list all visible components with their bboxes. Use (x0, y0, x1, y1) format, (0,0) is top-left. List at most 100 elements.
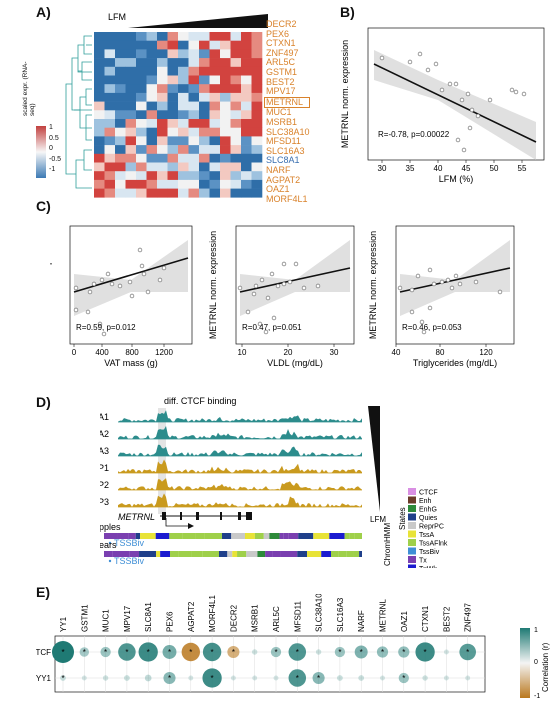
heatmap-cell (125, 171, 137, 181)
heatmap-cell (188, 58, 200, 68)
binding-highlight (158, 408, 166, 514)
confidence-band (400, 240, 510, 316)
tss-label: TSSBiv (114, 538, 145, 548)
heatmap-cell (104, 171, 116, 181)
gene-label-metrnl: METRNL (118, 512, 155, 522)
heatmap-cell (136, 162, 147, 172)
correlation-dot (202, 642, 222, 662)
data-point (419, 319, 425, 325)
correlation-dot (81, 675, 87, 681)
heatmap-cell (178, 119, 189, 128)
gene-column-label: MSRB1 (251, 604, 260, 632)
significance-star: * (168, 648, 171, 657)
heatmap-cell (199, 110, 210, 120)
heatmap-cell (136, 145, 147, 155)
heatmap-cell (220, 127, 231, 137)
heatmap-cell (241, 66, 252, 76)
chromhmm-segment (231, 533, 245, 539)
heatmap-cell (146, 40, 158, 50)
data-point (157, 277, 163, 283)
heatmap-cell (199, 179, 210, 189)
heatmap-cell (220, 58, 231, 68)
scatter-plot-c-vldl: 10 20 30 VLDL (mg/dL) METRNL norm. expressio… (208, 225, 355, 368)
heatmap-cell (188, 49, 200, 59)
heatmap-cell (94, 153, 105, 163)
heatmap-cell (220, 92, 231, 102)
gene-column-label: OAZ1 (400, 611, 409, 632)
panel-label-d: D) (36, 394, 51, 410)
chromhmm-segment (135, 533, 141, 539)
heatmap-cell (188, 32, 200, 41)
chromhmm-segment (170, 551, 179, 557)
data-point (85, 309, 91, 315)
state-label: TssBiv (419, 549, 440, 556)
tss-dot (108, 541, 112, 545)
correlation-dot (443, 675, 449, 681)
x-tick-label: 10 (238, 348, 247, 357)
heatmap-cell (188, 179, 200, 189)
diff-ctcf-title: diff. CTCF binding (164, 396, 236, 406)
chromhmm-segment (155, 533, 170, 539)
gene-label: MUC1 (266, 107, 292, 118)
heatmap-cell (241, 179, 252, 189)
heatmap-cell (230, 162, 242, 172)
heatmap-cell (230, 171, 242, 181)
x-axis-label: VAT mass (g) (104, 358, 158, 368)
heatmap-cell (94, 84, 105, 94)
heatmap-cell (220, 188, 231, 198)
heatmap-cell (220, 75, 231, 85)
data-point (473, 279, 479, 285)
heatmap-cell (199, 58, 210, 68)
heatmap-cell (146, 49, 158, 59)
heatmap-cell (94, 49, 105, 59)
heatmap-cell (94, 66, 105, 76)
data-point (275, 283, 281, 289)
heatmap-cell (157, 153, 168, 163)
heatmap-cell (104, 145, 116, 155)
data-point (513, 89, 519, 95)
heatmap-cell (157, 110, 168, 120)
correlation-dot (459, 643, 477, 661)
correlation-dot (102, 675, 109, 681)
data-point (397, 285, 403, 291)
panel-label-b: B) (340, 4, 355, 20)
heatmap-cell (157, 136, 168, 146)
heatmap-cell (104, 66, 116, 76)
heatmap-cell (241, 84, 252, 94)
correlation-dot (162, 645, 177, 659)
heatmap-cell (241, 171, 252, 181)
panel-a-heatmap: LFM (65, 12, 268, 198)
heatmap-cell (157, 162, 168, 172)
significance-star: * (381, 648, 384, 657)
x-axis-label: VLDL (mg/dL) (267, 358, 323, 368)
heatmap-cell (146, 101, 158, 111)
heatmap-cell (220, 66, 231, 76)
state-label: TssAFlnk (419, 541, 448, 548)
stat-label: R=0.59, p=0.012 (76, 323, 136, 332)
state-swatch (408, 564, 416, 568)
data-point (315, 283, 321, 289)
heatmap-cell (230, 84, 242, 94)
significance-star: * (211, 648, 214, 657)
correlation-dot (358, 675, 365, 681)
heatmap-cell (230, 75, 242, 85)
heatmap-cell (178, 49, 189, 59)
chromhmm-segment (227, 551, 233, 557)
heatmap-cell (115, 66, 126, 76)
heatmap-cell (125, 58, 137, 68)
heatmap-cell (209, 127, 221, 137)
heatmap-cell (94, 32, 105, 41)
state-label: Enh (419, 498, 432, 505)
significance-star: * (211, 674, 214, 683)
data-point (447, 81, 453, 87)
state-label: ReprPC (419, 524, 444, 531)
chromhmm-segment (104, 533, 118, 539)
heatmap-cell (94, 162, 105, 172)
chromhmm-segment (140, 533, 156, 539)
correlation-dot (230, 675, 236, 681)
heatmap-cell (188, 136, 200, 146)
heatmap-cell (178, 136, 189, 146)
correlation-dot (188, 675, 194, 681)
heatmap-cell (188, 127, 200, 137)
